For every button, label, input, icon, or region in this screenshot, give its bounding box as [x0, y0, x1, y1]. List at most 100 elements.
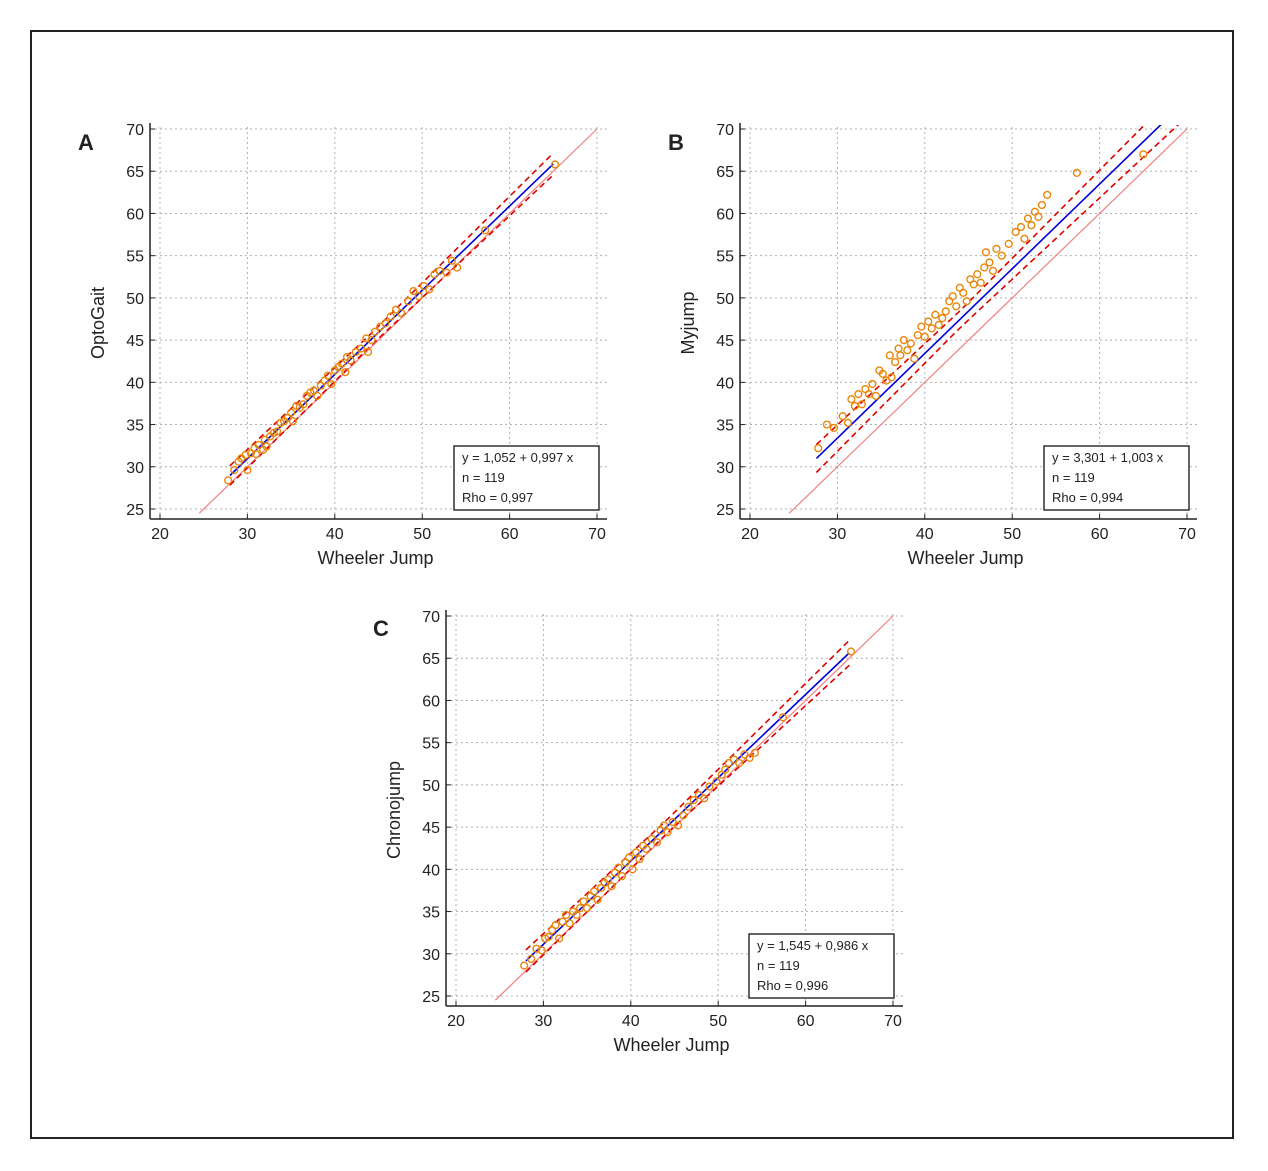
data-point: [1016, 222, 1026, 232]
data-point: [838, 412, 847, 421]
y-tick-label: 65: [422, 651, 440, 668]
data-point: [931, 310, 940, 319]
data-point: [1027, 221, 1036, 230]
data-point: [981, 248, 991, 257]
data-point: [910, 354, 919, 363]
data-point: [1034, 212, 1043, 221]
data-point: [952, 302, 961, 311]
data-point: [941, 307, 950, 316]
data-point: [868, 379, 877, 389]
data-point: [254, 440, 263, 449]
data-point: [262, 442, 271, 451]
x-tick-label: 20: [741, 526, 759, 543]
data-point: [537, 946, 546, 955]
data-point: [241, 450, 250, 460]
data-point: [735, 758, 744, 768]
x-tick-label: 70: [884, 1013, 902, 1030]
ci-lower-line: [525, 664, 850, 973]
ci-upper-line: [229, 152, 554, 467]
data-point: [652, 838, 662, 847]
y-tick-label: 60: [422, 693, 440, 710]
data-point: [1139, 150, 1148, 159]
data-point: [273, 427, 282, 436]
x-tick-label: 40: [326, 526, 344, 543]
data-point: [1011, 227, 1020, 237]
data-point: [938, 314, 947, 323]
y-axis-title: Chronojump: [384, 761, 404, 859]
y-tick-label: 30: [126, 460, 144, 477]
figure-canvas: 20 30 40 50 60 70 25 30 35 40 45 50 55 60 65 70 Wheeler …: [78, 122, 1197, 1055]
y-tick-label: 50: [126, 291, 144, 308]
y-tick-label: 65: [716, 164, 734, 181]
stats-text: y = 3,301 + 1,003 x: [1052, 450, 1164, 465]
data-point: [997, 251, 1006, 260]
data-point: [558, 917, 567, 926]
y-tick-label: 40: [126, 375, 144, 392]
data-point: [243, 466, 252, 475]
data-point: [593, 895, 602, 904]
stats-text: n = 119: [757, 958, 800, 973]
x-axis-title: Wheeler Jump: [317, 548, 433, 568]
data-point: [1072, 168, 1081, 178]
data-point: [327, 379, 336, 389]
x-tick-label: 50: [709, 1013, 727, 1030]
y-tick-label: 35: [126, 418, 144, 435]
stats-box: [453, 445, 600, 511]
y-tick-label: 40: [716, 375, 734, 392]
x-tick-label: 70: [588, 526, 606, 543]
data-point: [550, 160, 560, 169]
y-tick-label: 35: [422, 905, 440, 922]
y-tick-label: 35: [716, 418, 734, 435]
data-point: [362, 334, 371, 343]
data-point: [631, 848, 641, 857]
panel-label: A: [78, 130, 94, 155]
data-point: [481, 226, 490, 235]
y-tick-label: 45: [716, 333, 734, 350]
y-tick-label: 60: [126, 206, 144, 223]
data-point: [980, 263, 989, 272]
panel-label: C: [373, 616, 389, 641]
panel-b: 20 30 40 50 60 70 25 30 35 40 45 50 55 60 65 70 Wheeler …: [668, 122, 1197, 568]
data-point: [894, 344, 903, 353]
regression-line: [525, 652, 850, 962]
data-points: [224, 160, 560, 485]
x-tick-label: 40: [916, 526, 934, 543]
data-point: [579, 897, 588, 906]
y-tick-label: 45: [126, 333, 144, 350]
x-tick-label: 60: [797, 1013, 815, 1030]
data-point: [381, 319, 390, 328]
ci-lower-line: [815, 125, 1180, 474]
x-tick-label: 50: [413, 526, 431, 543]
data-point: [857, 400, 866, 409]
stats-box: [1043, 445, 1190, 511]
data-point: [689, 795, 698, 805]
data-point: [896, 351, 905, 360]
y-tick-label: 25: [716, 502, 734, 519]
x-tick-label: 40: [622, 1013, 640, 1030]
data-point: [871, 391, 880, 400]
data-point: [973, 270, 982, 279]
x-axis-title: Wheeler Jump: [613, 1035, 729, 1055]
data-point: [532, 944, 541, 953]
y-tick-label: 70: [126, 122, 144, 139]
data-point: [1043, 190, 1052, 199]
y-tick-label: 55: [126, 249, 144, 266]
panel-c: 20 30 40 50 60 70 25 30 35 40 45 50 55 60 65 70 Wheeler …: [373, 609, 903, 1055]
data-point: [425, 285, 434, 294]
data-point: [555, 934, 564, 943]
y-tick-label: 50: [422, 778, 440, 795]
data-points: [520, 647, 856, 970]
ci-lower-line: [229, 174, 554, 486]
data-point: [934, 320, 943, 330]
data-point: [367, 336, 376, 345]
data-point: [917, 322, 926, 331]
data-point: [544, 932, 553, 941]
data-point: [843, 418, 852, 427]
data-point: [959, 288, 968, 297]
x-tick-label: 20: [447, 1013, 465, 1030]
grid: [150, 127, 607, 519]
data-point: [778, 713, 787, 722]
data-point: [447, 256, 457, 265]
data-point: [346, 356, 355, 365]
data-point: [624, 853, 634, 862]
